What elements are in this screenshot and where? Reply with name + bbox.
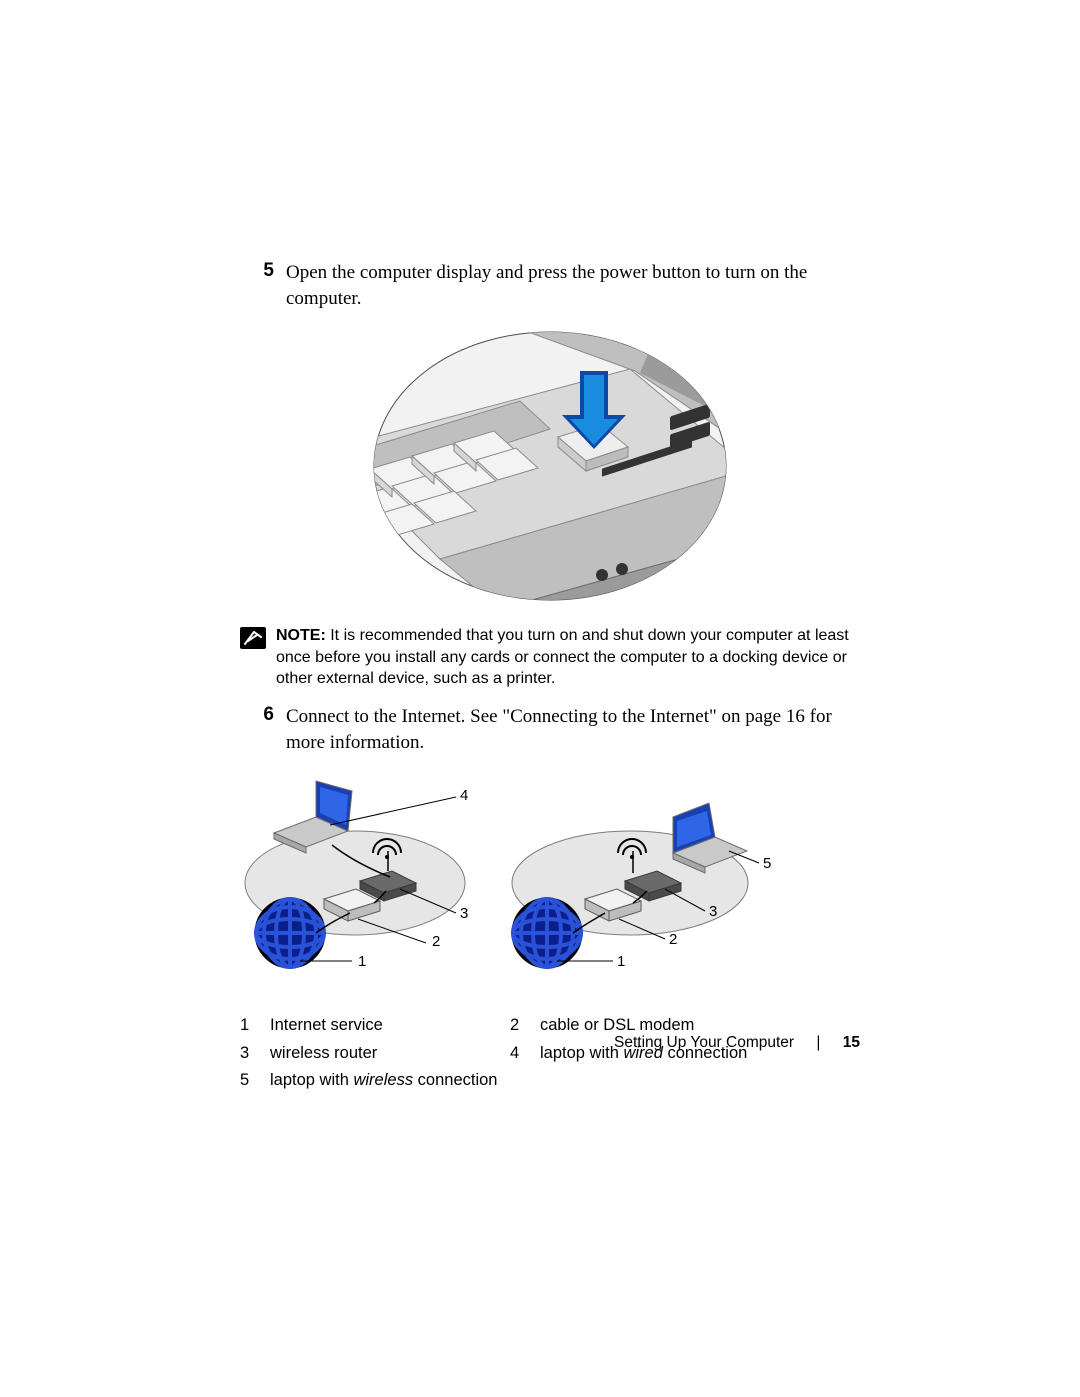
callout-4: 4 bbox=[460, 787, 468, 804]
callout-1: 1 bbox=[617, 953, 625, 970]
callout-3: 3 bbox=[460, 905, 468, 922]
step-6: 6 Connect to the Internet. See "Connecti… bbox=[240, 704, 860, 755]
note-icon bbox=[240, 627, 266, 649]
footer-page-number: 15 bbox=[843, 1034, 860, 1051]
legend-row: 5 laptop with wireless connection bbox=[240, 1068, 860, 1094]
step-5: 5 Open the computer display and press th… bbox=[240, 260, 860, 311]
network-diagram-wireless-svg bbox=[505, 773, 765, 983]
footer-section: Setting Up Your Computer bbox=[614, 1034, 794, 1051]
power-button-svg bbox=[370, 329, 730, 603]
step-6-number: 6 bbox=[240, 704, 286, 726]
globe-icon bbox=[256, 899, 324, 967]
legend-num: 5 bbox=[240, 1068, 270, 1094]
note-text: NOTE: It is recommended that you turn on… bbox=[276, 625, 860, 690]
legend-text: Internet service bbox=[270, 1013, 510, 1039]
callout-2: 2 bbox=[432, 933, 440, 950]
legend-num: 4 bbox=[510, 1041, 540, 1067]
callout-2: 2 bbox=[669, 931, 677, 948]
callout-3: 3 bbox=[709, 903, 717, 920]
globe-icon bbox=[513, 899, 581, 967]
callout-5: 5 bbox=[763, 855, 771, 872]
legend-num: 1 bbox=[240, 1013, 270, 1039]
callout-1: 1 bbox=[358, 953, 366, 970]
network-diagrams: 1 2 3 4 bbox=[240, 773, 860, 993]
note-label: NOTE: bbox=[276, 627, 326, 644]
diagram-legend: 1 Internet service 2 cable or DSL modem … bbox=[240, 1013, 860, 1094]
legend-num: 2 bbox=[510, 1013, 540, 1039]
step-5-text: Open the computer display and press the … bbox=[286, 260, 860, 311]
footer-separator: | bbox=[816, 1034, 820, 1052]
step-6-text: Connect to the Internet. See "Connecting… bbox=[286, 704, 860, 755]
network-diagram-wired-svg bbox=[240, 773, 500, 983]
legend-num: 3 bbox=[240, 1041, 270, 1067]
legend-text: wireless router bbox=[270, 1041, 510, 1067]
page-footer: Setting Up Your Computer | 15 bbox=[614, 1034, 860, 1052]
legend-text-italic: wireless bbox=[353, 1071, 413, 1089]
manual-page: 5 Open the computer display and press th… bbox=[0, 0, 1080, 1397]
network-diagram-wired: 1 2 3 4 bbox=[240, 773, 500, 983]
legend-text: laptop with wireless connection bbox=[270, 1068, 510, 1094]
note-body: It is recommended that you turn on and s… bbox=[276, 627, 849, 687]
network-diagram-wireless: 1 2 3 5 bbox=[505, 773, 765, 983]
legend-text-part: connection bbox=[413, 1071, 497, 1089]
step-5-number: 5 bbox=[240, 260, 286, 282]
note-block: NOTE: It is recommended that you turn on… bbox=[240, 625, 860, 690]
power-button-illustration bbox=[370, 329, 730, 603]
legend-text-part: laptop with bbox=[270, 1071, 353, 1089]
legend-text-part: laptop with bbox=[540, 1044, 623, 1062]
